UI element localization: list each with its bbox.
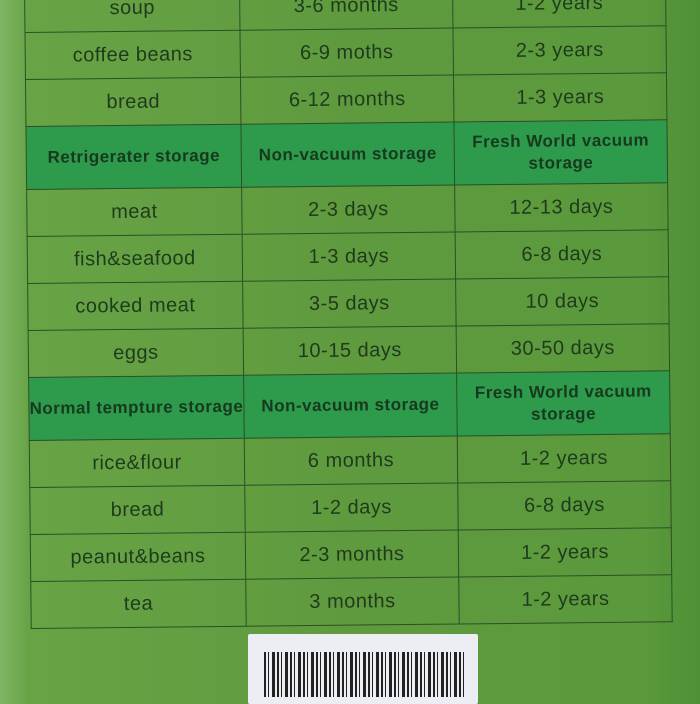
section-header-row: Normal tempture storage Non-vacuum storag… xyxy=(28,370,671,441)
table-cell: 2-3 days xyxy=(241,185,456,235)
table-cell: 1-2 years xyxy=(458,574,673,624)
header-cell: Fresh World vacuum storage xyxy=(456,370,671,436)
table-row: rice&flour 6 months 1-2 years xyxy=(29,433,671,488)
header-cell: Retrigerater storage xyxy=(25,124,242,190)
table-cell: 3-6 months xyxy=(239,0,453,31)
table-cell: 1-2 years xyxy=(452,0,666,29)
header-cell: Fresh World vacuum storage xyxy=(453,119,668,186)
table-cell: 1-2 years xyxy=(458,527,672,577)
table-cell: 10-15 days xyxy=(243,325,457,376)
table-cell: 6-12 months xyxy=(240,75,454,125)
table-cell: 3-5 days xyxy=(242,278,457,329)
table-cell: 6-8 days xyxy=(455,229,669,279)
table-row: cooked meat 3-5 days 10 days xyxy=(27,276,670,331)
table-cell: coffee beans xyxy=(24,30,241,80)
table-row: meat 2-3 days 12-13 days xyxy=(26,182,669,237)
section-header-row: Retrigerater storage Non-vacuum storage Fr… xyxy=(25,119,668,190)
table-cell: bread xyxy=(29,485,246,535)
table-cell: 6-9 moths xyxy=(239,28,454,78)
table-cell: 30-50 days xyxy=(456,323,670,373)
table-row: peanut&beans 2-3 months 1-2 years xyxy=(30,527,672,582)
table-cell: cooked meat xyxy=(27,281,244,331)
table-cell: soup xyxy=(24,0,240,33)
barcode xyxy=(264,652,464,697)
table-cell: eggs xyxy=(28,328,244,378)
table-cell: rice&flour xyxy=(29,438,245,488)
header-cell: Non-vacuum storage xyxy=(240,122,455,188)
table-cell: 6 months xyxy=(244,435,458,486)
table-cell: 6-8 days xyxy=(457,480,672,530)
table-cell: 2-3 months xyxy=(245,529,459,580)
table-row: eggs 10-15 days 30-50 days xyxy=(28,323,670,378)
table-cell: 1-3 days xyxy=(242,231,456,282)
header-cell: Normal tempture storage xyxy=(28,375,245,441)
table-cell: 1-3 years xyxy=(453,72,667,123)
header-cell: Non-vacuum storage xyxy=(243,372,458,439)
table-cell: peanut&beans xyxy=(30,532,246,582)
table-cell: 12-13 days xyxy=(454,182,669,232)
table-cell: meat xyxy=(26,187,243,237)
table-row: tea 3 months 1-2 years xyxy=(30,574,673,629)
barcode-label xyxy=(248,634,478,704)
table-row: coffee beans 6-9 moths 2-3 years xyxy=(24,25,667,80)
table-cell: 2-3 years xyxy=(452,25,667,76)
table-cell: bread xyxy=(25,77,241,127)
table-cell: 3 months xyxy=(245,576,460,627)
table-row: bread 6-12 months 1-3 years xyxy=(25,72,667,127)
table-cell: 10 days xyxy=(455,276,670,326)
table-cell: tea xyxy=(30,579,247,629)
table-cell: 1-2 days xyxy=(244,482,459,533)
table-row: bread 1-2 days 6-8 days xyxy=(29,480,672,535)
table-cell: 1-2 years xyxy=(457,433,671,483)
storage-table: soup 3-6 months 1-2 years coffee beans 6-9 m… xyxy=(24,0,673,629)
table-cell: fish&seafood xyxy=(27,234,243,284)
table-row: fish&seafood 1-3 days 6-8 days xyxy=(27,229,669,284)
